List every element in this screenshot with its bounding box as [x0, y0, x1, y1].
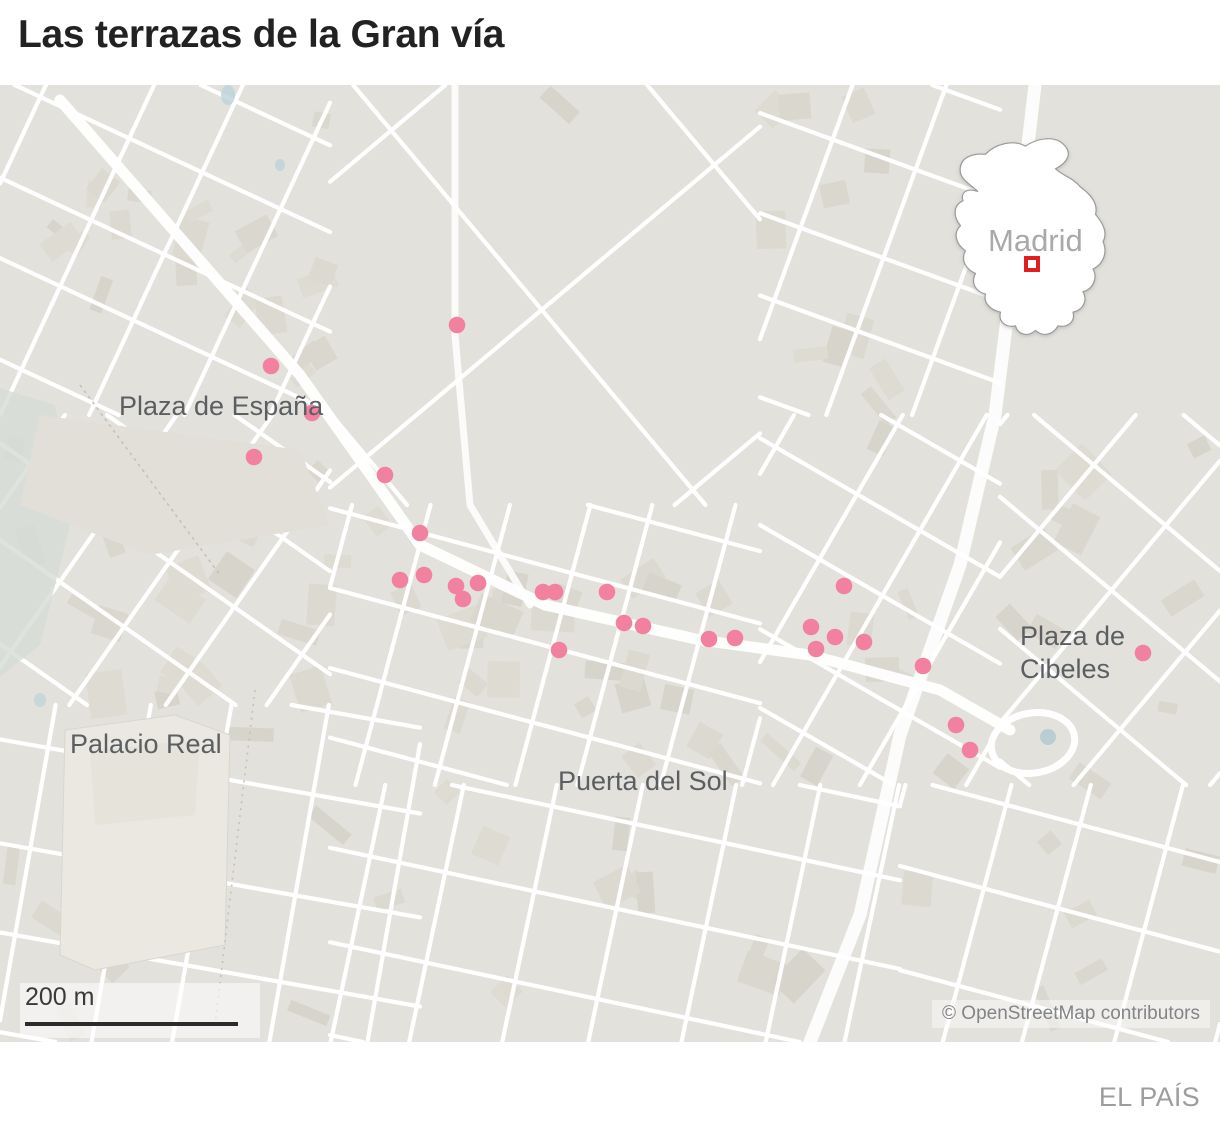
svg-text:Plaza de España: Plaza de España	[119, 391, 324, 421]
svg-text:Puerta del Sol: Puerta del Sol	[558, 766, 728, 796]
svg-text:Madrid: Madrid	[988, 223, 1083, 258]
svg-text:Plaza de: Plaza de	[1020, 621, 1125, 651]
svg-text:Palacio Real: Palacio Real	[70, 729, 222, 759]
svg-text:Cibeles: Cibeles	[1020, 654, 1110, 684]
